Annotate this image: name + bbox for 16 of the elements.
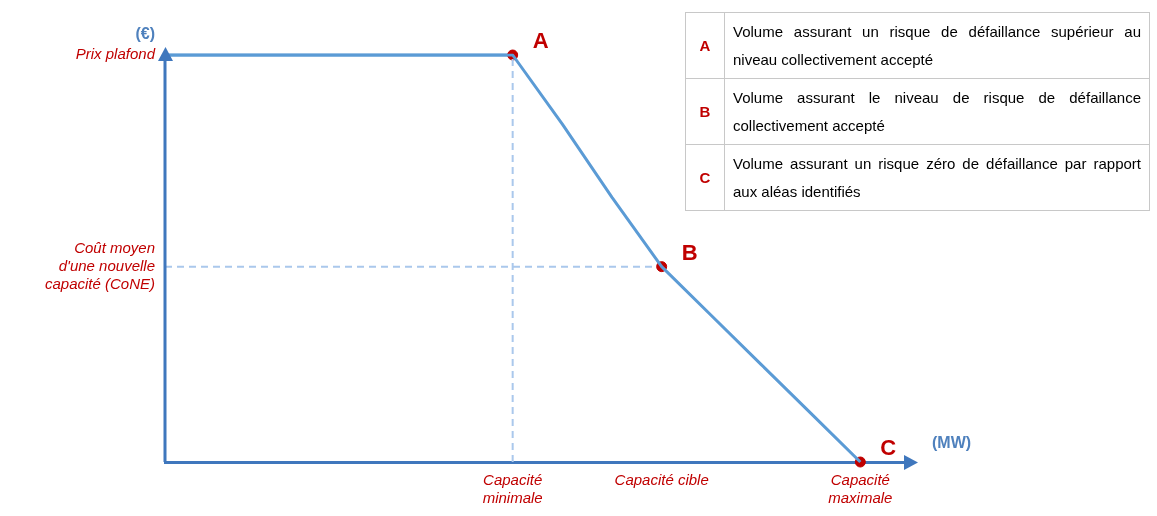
- annotation: B: [685, 78, 725, 145]
- x-axis-title: (MW): [932, 434, 972, 452]
- x-tick-label: Capacité cible: [614, 471, 709, 489]
- annotation: C: [880, 435, 897, 461]
- x-tick-label: Capacité maximale: [828, 471, 893, 507]
- ref-line-label: Prix plafond: [75, 45, 156, 63]
- annotation: B: [681, 239, 698, 265]
- x-tick-label: Capacité minimale: [482, 471, 543, 507]
- annotation: C: [685, 144, 725, 211]
- annotation: Volume assurant un risque de défaillance supérieur au niveau collectivement accepté: [724, 12, 1150, 79]
- annotation: A: [532, 28, 549, 54]
- annotation: Volume assurant un risque zéro de défaillance par rapport aux aléas identifiés: [724, 144, 1150, 211]
- annotation: A: [685, 12, 725, 79]
- ref-line-label: Coût moyen d'une nouvelle capacité (CoNE): [44, 238, 155, 292]
- annotation: Volume assurant le niveau de risque de défaillance collectivement accepté: [724, 78, 1150, 145]
- y-axis-title: (€): [135, 25, 155, 43]
